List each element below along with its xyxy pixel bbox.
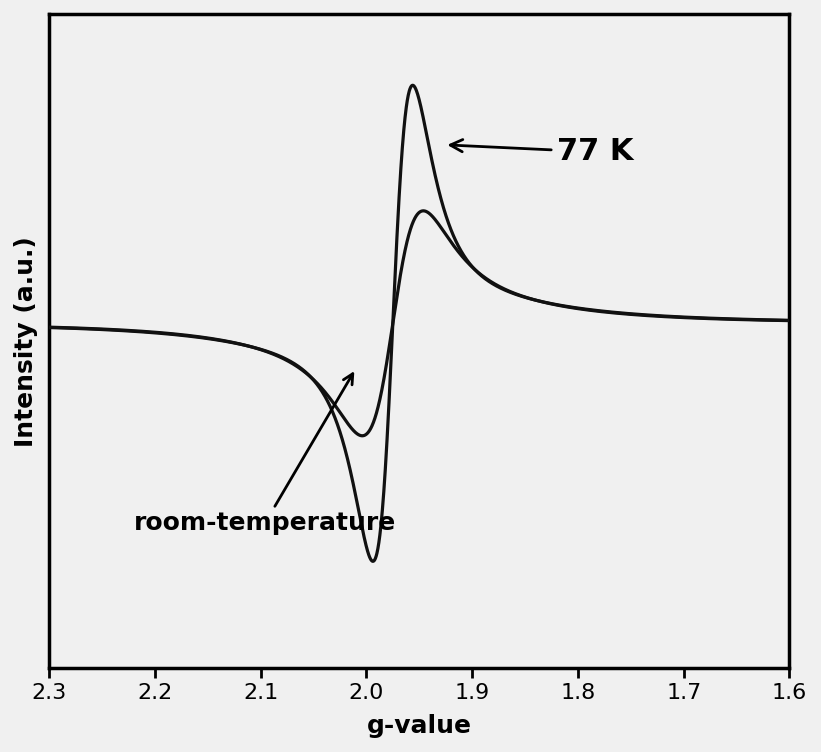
Y-axis label: Intensity (a.u.): Intensity (a.u.) bbox=[14, 236, 38, 447]
Text: room-temperature: room-temperature bbox=[134, 374, 396, 535]
X-axis label: g-value: g-value bbox=[367, 714, 472, 738]
Text: 77 K: 77 K bbox=[450, 138, 633, 166]
